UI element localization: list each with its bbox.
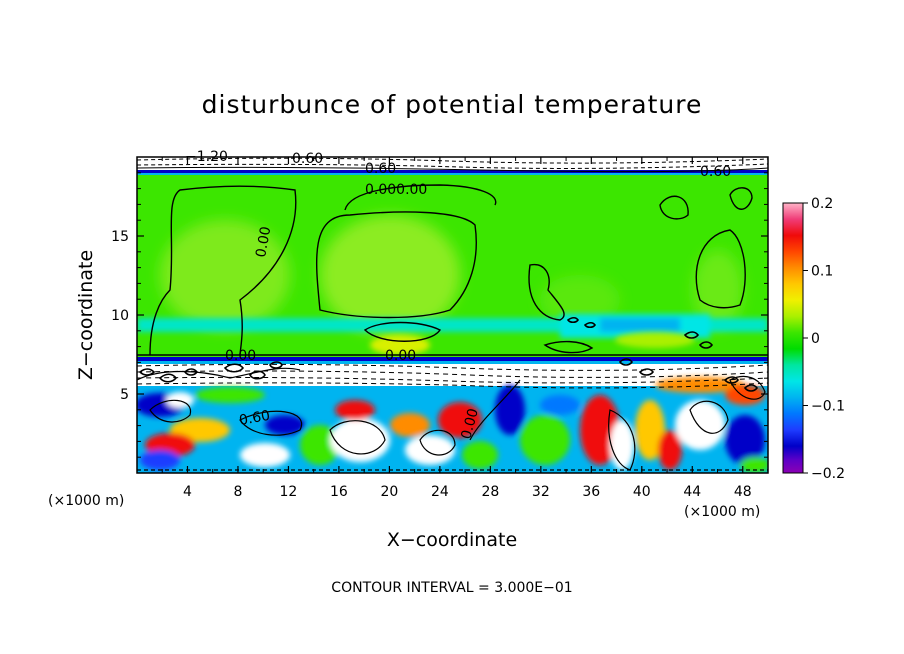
colorbar-tick-label: 0 bbox=[811, 331, 820, 347]
x-tick-label: 4 bbox=[183, 484, 192, 500]
x-tick-label: 32 bbox=[532, 484, 550, 500]
colorbar-tick-label: −0.1 bbox=[811, 399, 845, 415]
colorbar-ticks: 0.2 0.1 0 −0.1 −0.2 bbox=[803, 196, 845, 482]
x-axis-label: X−coordinate bbox=[387, 529, 517, 551]
x-tick-label: 48 bbox=[734, 484, 752, 500]
contour-value-label: 0.60 bbox=[292, 151, 323, 167]
x-tick-label: 24 bbox=[431, 484, 449, 500]
contour-value-label: 0.60 bbox=[700, 164, 731, 180]
colorbar: 0.2 0.1 0 −0.1 −0.2 bbox=[782, 196, 845, 482]
chart-title: disturbunce of potential temperature bbox=[202, 90, 703, 119]
y-axis-label: Z−coordinate bbox=[75, 250, 97, 380]
contour-value-label: 0.00 bbox=[225, 348, 256, 364]
contour-value-label: 0.00 bbox=[253, 225, 274, 258]
x-tick-label: 16 bbox=[330, 484, 348, 500]
contour-value-label: 0.60 bbox=[238, 408, 271, 429]
colorbar-tick-label: 0.1 bbox=[811, 264, 833, 280]
colorbar-tick-label: −0.2 bbox=[811, 466, 845, 482]
x-tick-label: 28 bbox=[481, 484, 499, 500]
colorbar-tick-label: 0.2 bbox=[811, 196, 833, 212]
contour-value-label: 0.000.00 bbox=[365, 182, 427, 198]
y-tick-label: 5 bbox=[120, 387, 129, 403]
x-axis-unit-label: (×1000 m) bbox=[684, 504, 760, 520]
heatmap-field bbox=[137, 157, 768, 473]
contour-value-label: 0.60 bbox=[365, 161, 396, 177]
x-tick-label: 8 bbox=[233, 484, 242, 500]
x-tick-label: 36 bbox=[582, 484, 600, 500]
x-tick-label: 40 bbox=[633, 484, 651, 500]
colorbar-gradient bbox=[782, 202, 804, 474]
x-axis-ticks: 4 8 12 16 20 24 28 32 36 40 44 48 bbox=[161, 157, 752, 500]
y-axis-unit-label: (×1000 m) bbox=[48, 493, 124, 509]
contour-value-label: 0.00 bbox=[385, 348, 416, 364]
y-axis-ticks: 5 10 15 bbox=[111, 172, 768, 458]
x-tick-label: 44 bbox=[683, 484, 701, 500]
y-tick-label: 15 bbox=[111, 229, 129, 245]
contour-interval-note: CONTOUR INTERVAL = 3.000E−01 bbox=[331, 580, 572, 596]
x-tick-label: 12 bbox=[280, 484, 298, 500]
contour-value-label: 0.00 bbox=[458, 407, 482, 441]
y-tick-label: 10 bbox=[111, 308, 129, 324]
x-tick-label: 20 bbox=[380, 484, 398, 500]
contour-labels: −1.20 0.600.600.000.000.600.000.000.60 0.0… bbox=[185, 149, 731, 441]
